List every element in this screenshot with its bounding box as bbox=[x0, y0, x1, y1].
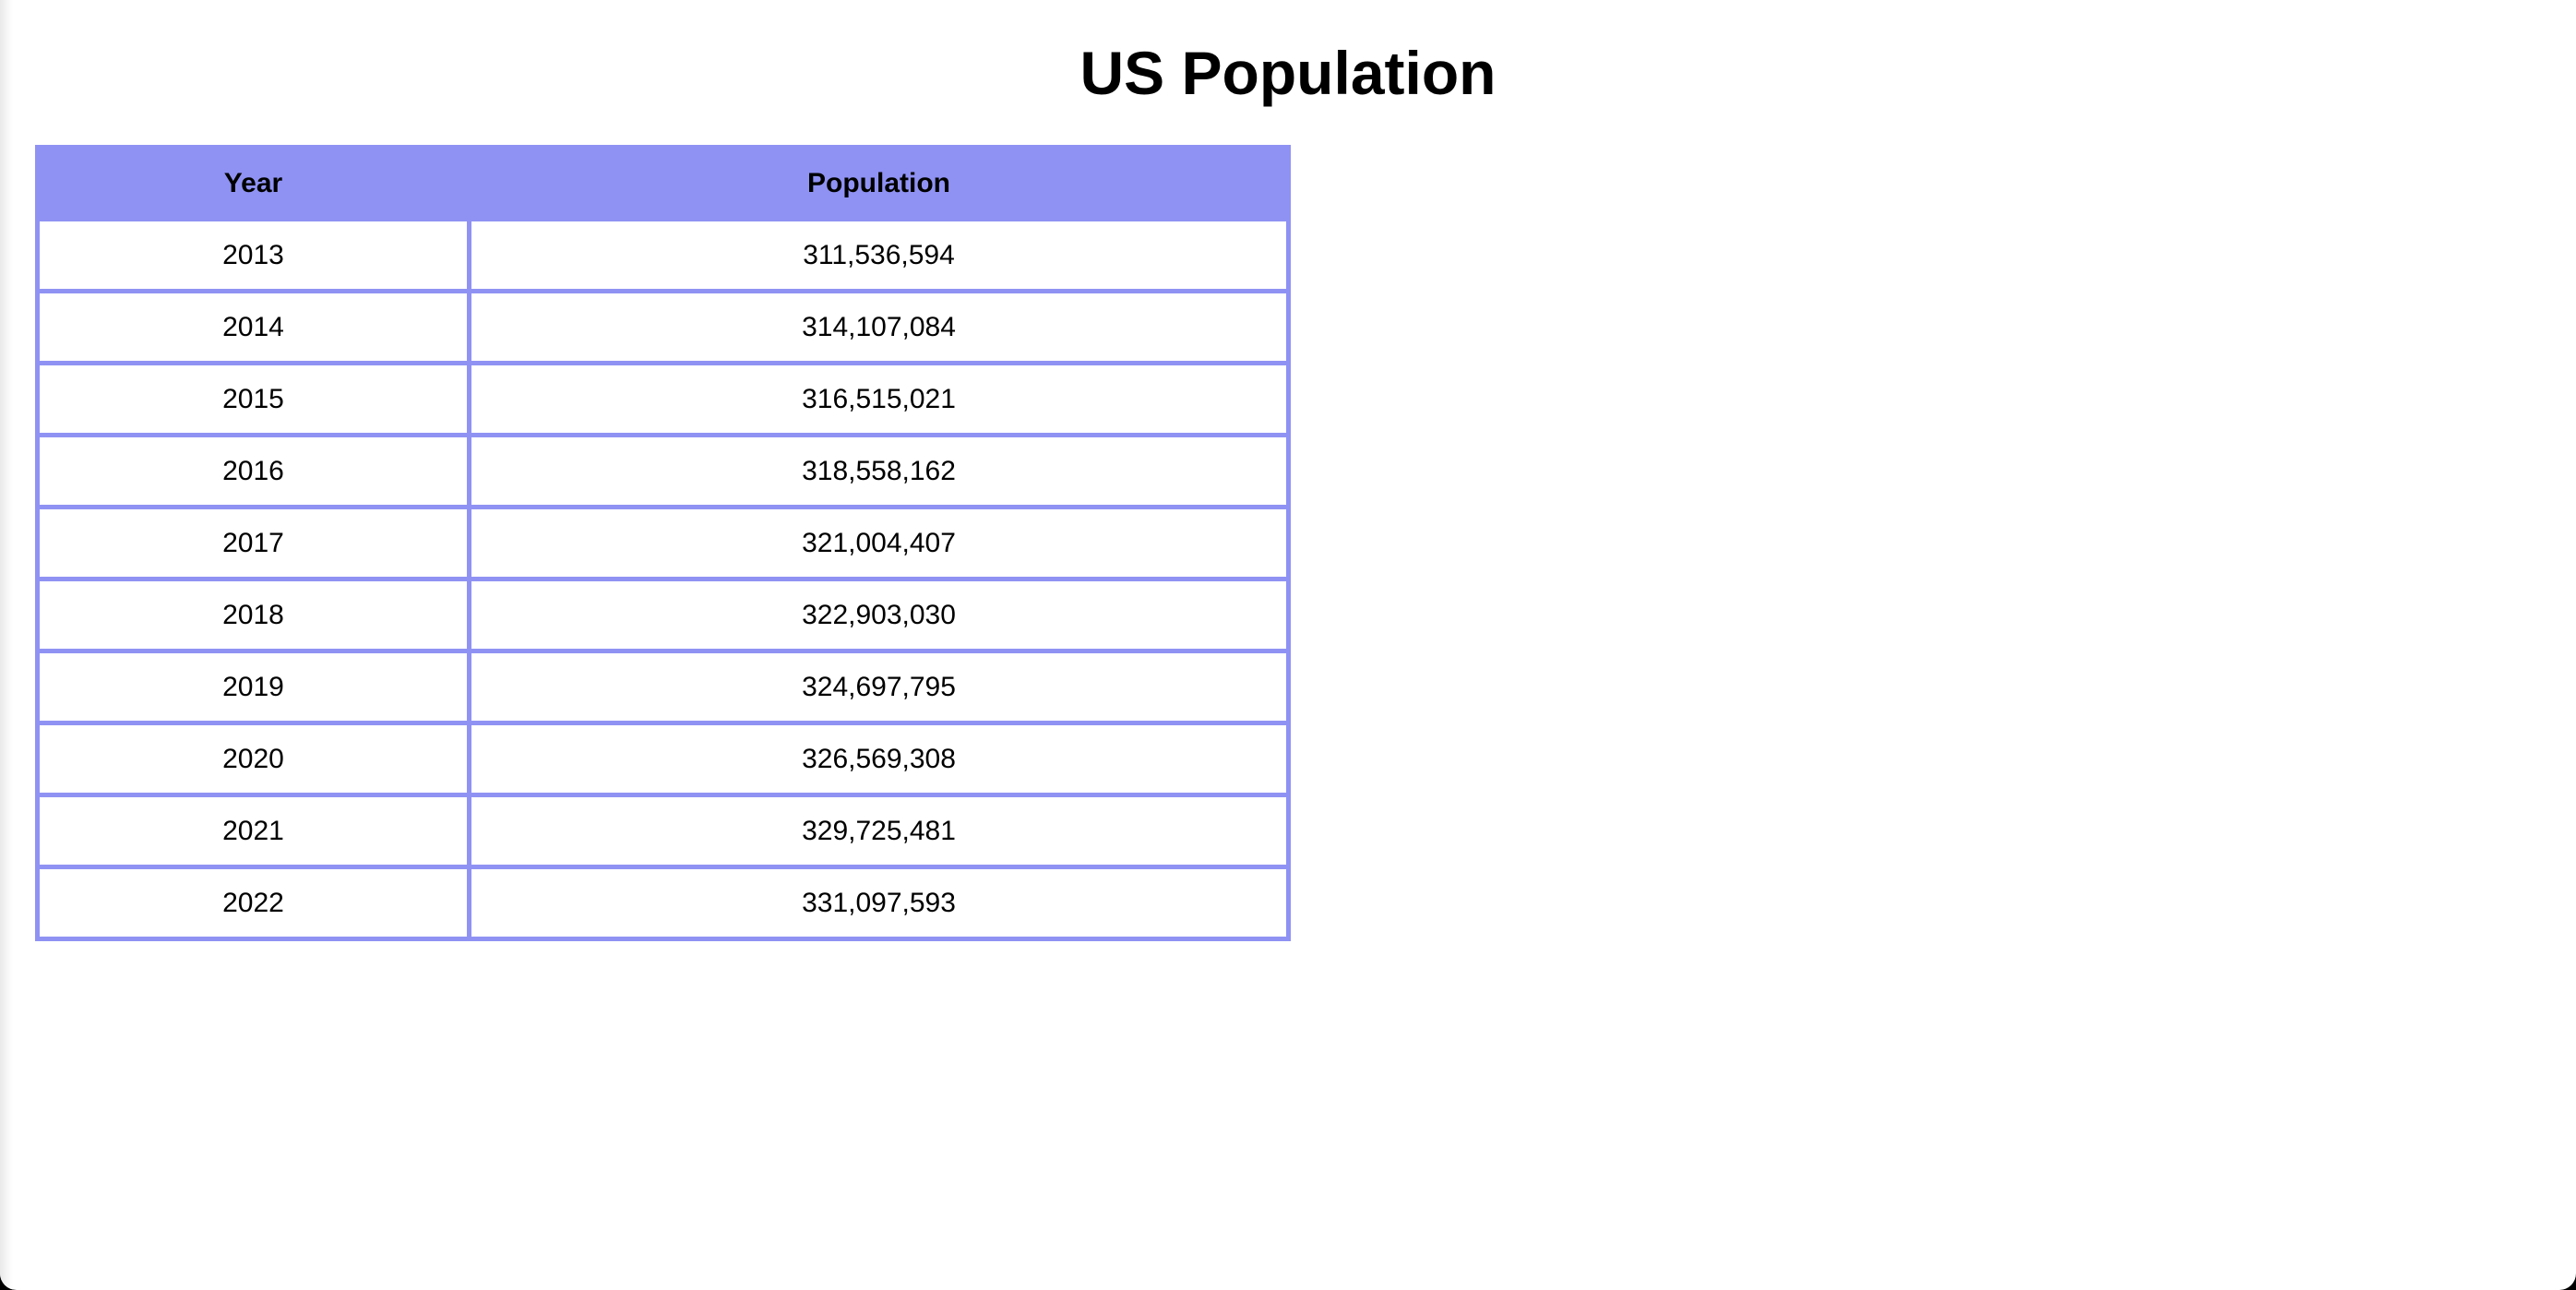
column-header-year: Year bbox=[35, 145, 471, 221]
population-cell: 311,536,594 bbox=[467, 217, 1291, 293]
table-row: 2015 316,515,021 bbox=[35, 361, 1291, 437]
column-header-population: Population bbox=[467, 145, 1291, 221]
table-row: 2019 324,697,795 bbox=[35, 649, 1291, 725]
population-cell: 321,004,407 bbox=[467, 505, 1291, 581]
year-cell: 2013 bbox=[35, 217, 471, 293]
year-cell: 2018 bbox=[35, 577, 471, 653]
year-cell: 2017 bbox=[35, 505, 471, 581]
table-row: 2017 321,004,407 bbox=[35, 505, 1291, 581]
table-row: 2021 329,725,481 bbox=[35, 793, 1291, 869]
population-cell: 314,107,084 bbox=[467, 289, 1291, 365]
table-row: 2018 322,903,030 bbox=[35, 577, 1291, 653]
year-cell: 2014 bbox=[35, 289, 471, 365]
population-cell: 316,515,021 bbox=[467, 361, 1291, 437]
year-cell: 2019 bbox=[35, 649, 471, 725]
year-cell: 2022 bbox=[35, 865, 471, 941]
population-cell: 331,097,593 bbox=[467, 865, 1291, 941]
population-cell: 324,697,795 bbox=[467, 649, 1291, 725]
population-cell: 329,725,481 bbox=[467, 793, 1291, 869]
table-row: 2022 331,097,593 bbox=[35, 865, 1291, 941]
table-row: 2013 311,536,594 bbox=[35, 217, 1291, 293]
table-header-row: Year Population bbox=[35, 145, 1291, 221]
table-row: 2016 318,558,162 bbox=[35, 433, 1291, 509]
year-cell: 2020 bbox=[35, 721, 471, 797]
population-cell: 326,569,308 bbox=[467, 721, 1291, 797]
table-row: 2020 326,569,308 bbox=[35, 721, 1291, 797]
year-cell: 2016 bbox=[35, 433, 471, 509]
population-table: Year Population 2013 311,536,594 2014 31… bbox=[35, 145, 1291, 941]
year-cell: 2015 bbox=[35, 361, 471, 437]
population-cell: 318,558,162 bbox=[467, 433, 1291, 509]
year-cell: 2021 bbox=[35, 793, 471, 869]
page-title: US Population bbox=[1079, 39, 1497, 107]
population-cell: 322,903,030 bbox=[467, 577, 1291, 653]
window-edge-shadow bbox=[0, 0, 13, 1290]
table-row: 2014 314,107,084 bbox=[35, 289, 1291, 365]
